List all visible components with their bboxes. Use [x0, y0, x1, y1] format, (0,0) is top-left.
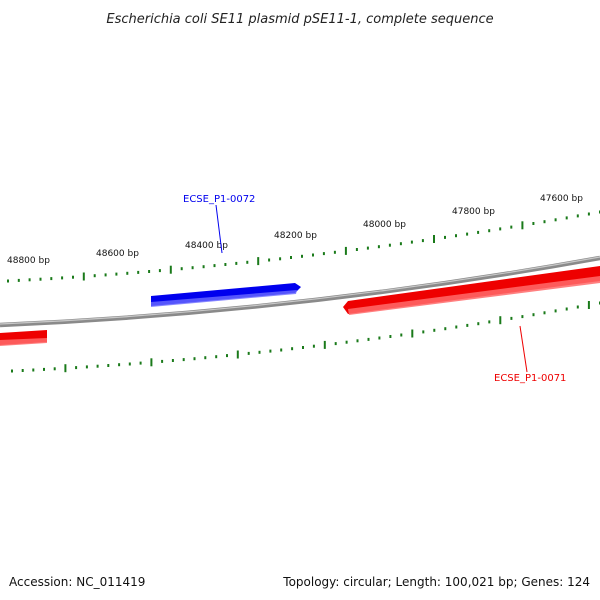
gene-ecse-p1-0072-leader [215, 204, 223, 254]
ruler-label-48600: 48600 bp [96, 249, 139, 259]
ruler-label-47600: 47600 bp [540, 194, 583, 204]
outer-tick-ring [7, 210, 600, 283]
summary-text: Topology: circular; Length: 100,021 bp; … [282, 575, 590, 589]
ruler-label-48200: 48200 bp [274, 231, 317, 241]
plasmid-backbone [0, 255, 600, 328]
accession-text: Accession: NC_011419 [9, 575, 145, 589]
inner-tick-ring [11, 301, 600, 373]
ruler-label-47800: 47800 bp [452, 207, 495, 217]
gene-ecse-p1-0072[interactable] [151, 283, 301, 307]
gene-ecse-p1-0071-label: ECSE_P1-0071 [494, 373, 566, 384]
ruler-labels: 48800 bp 48600 bp 48400 bp 48200 bp 4800… [7, 194, 583, 266]
ruler-label-48800: 48800 bp [7, 256, 50, 266]
gene-ecse-p1-0072-label: ECSE_P1-0072 [183, 194, 255, 205]
ruler-label-48000: 48000 bp [363, 220, 406, 230]
gene-left-edge-fragment[interactable] [0, 330, 47, 346]
gene-ecse-p1-0071-leader [519, 325, 528, 373]
gene-ecse-p1-0071[interactable] [343, 266, 600, 315]
map-title: Escherichia coli SE11 plasmid pSE11-1, c… [106, 12, 493, 27]
plasmid-backbone-highlight [0, 256, 600, 325]
ruler-label-48400: 48400 bp [185, 241, 228, 251]
